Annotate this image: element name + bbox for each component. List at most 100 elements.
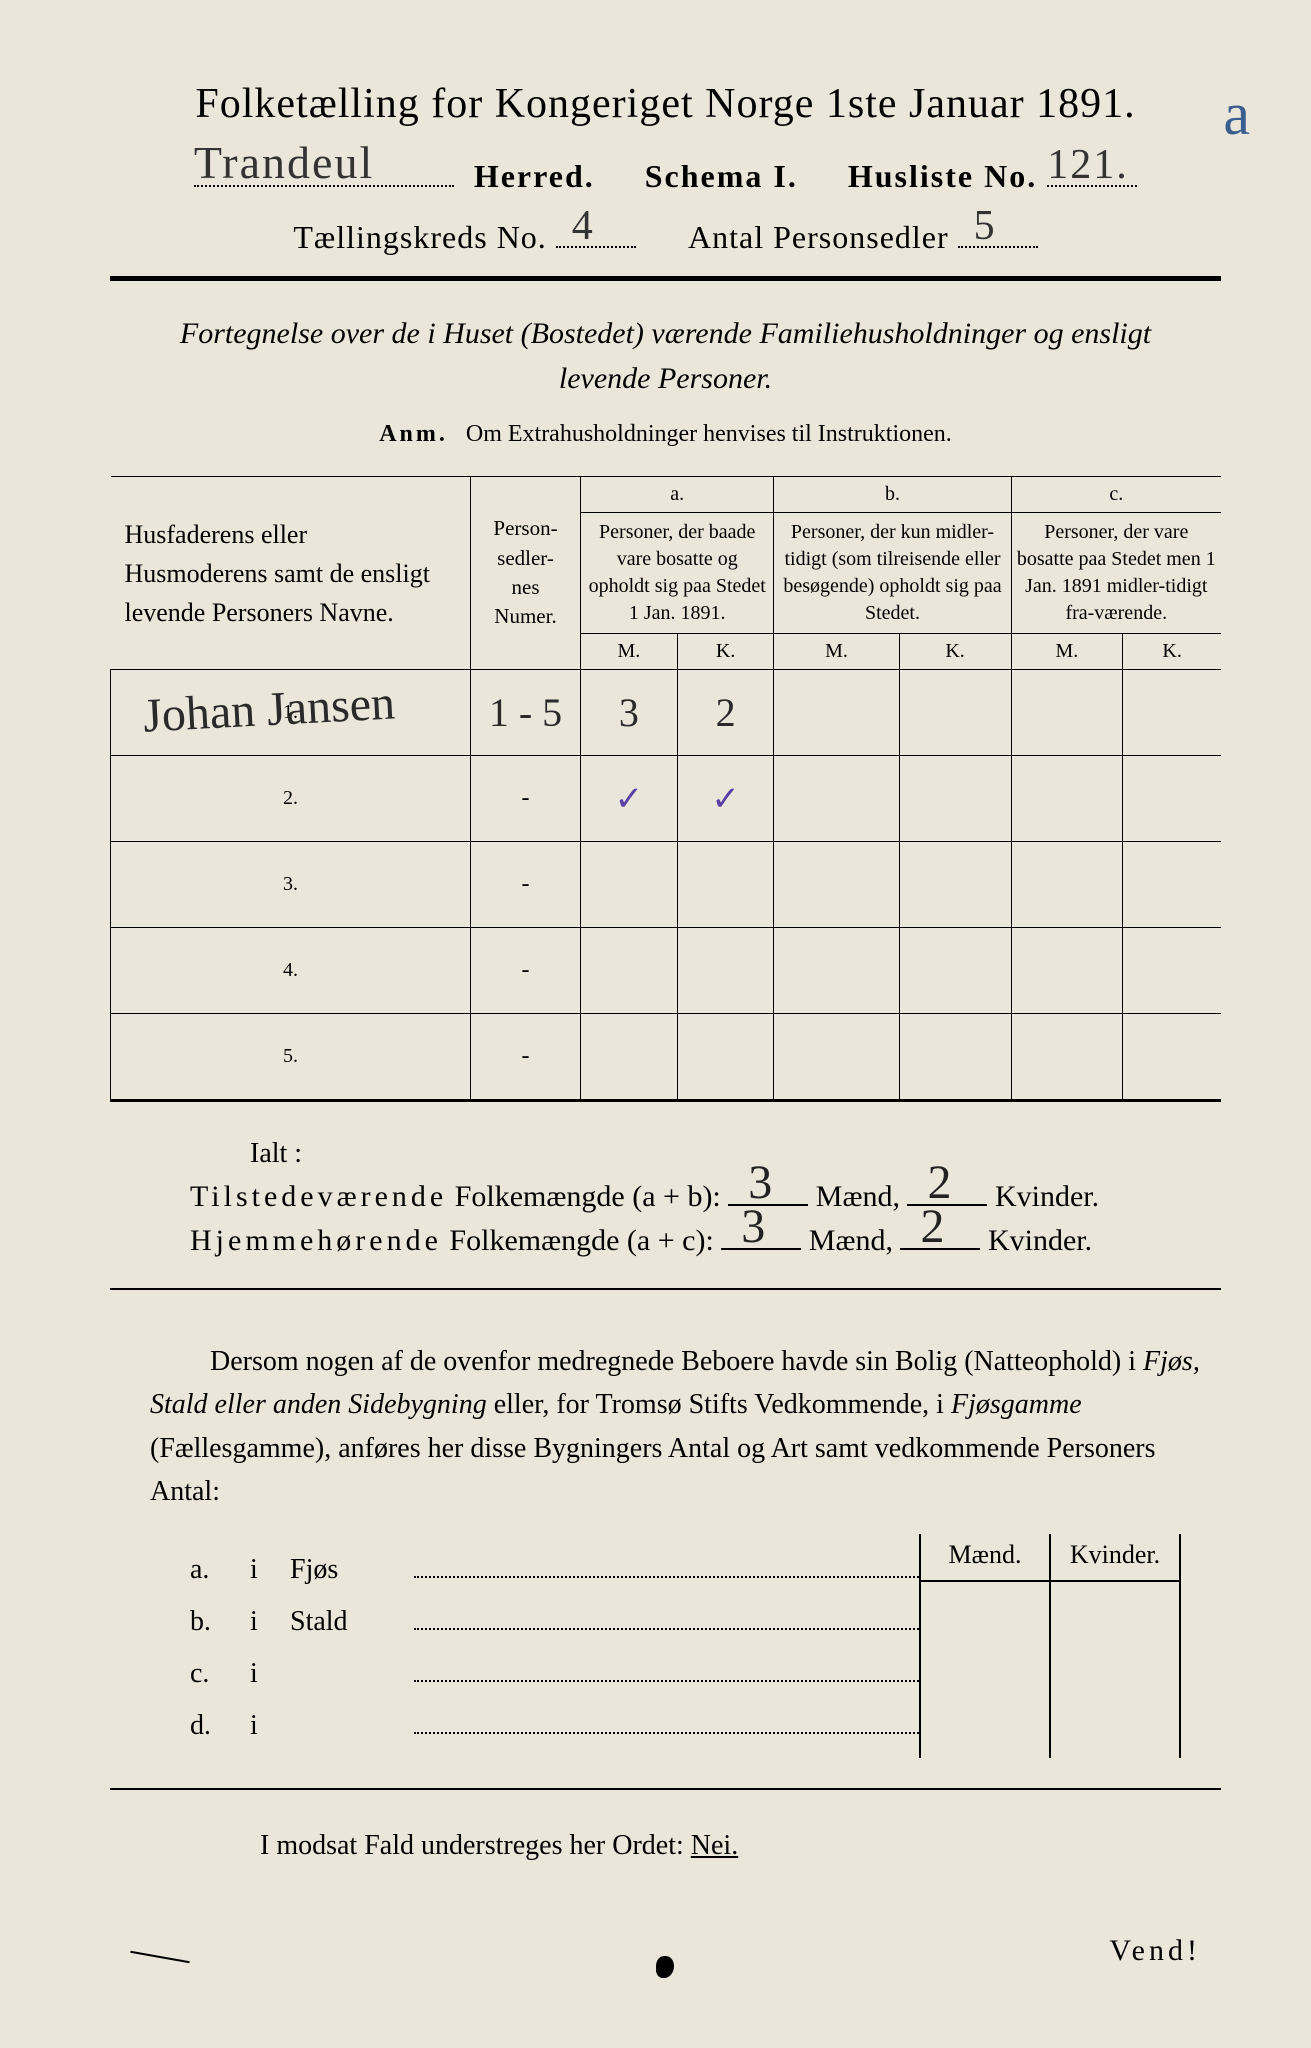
row-cell-a_k [677, 1014, 774, 1100]
row-numer-cell: - [471, 756, 581, 842]
v1-k-field: 2 [907, 1204, 987, 1206]
abcd-d-i: i [250, 1710, 290, 1742]
row-cell-b_k [899, 1014, 1011, 1100]
kvinder-2: Kvinder. [988, 1224, 1092, 1257]
row-numer-cell: 1 - 5 [471, 670, 581, 756]
row-cell-a_k [677, 842, 774, 928]
ink-blot [656, 1956, 674, 1978]
row-cell-b_m [774, 1014, 899, 1100]
page-title: Folketælling for Kongeriget Norge 1ste J… [110, 80, 1221, 128]
divider-bottom [110, 1788, 1221, 1790]
row-cell-b_m [774, 842, 899, 928]
row-name-cell: 1.Johan Jansen [111, 670, 471, 756]
row-cell-c_m [1011, 1014, 1123, 1100]
row-cell-c_k [1123, 670, 1221, 756]
row-cell-a_m [581, 928, 678, 1014]
nei-text: Nei. [691, 1830, 738, 1861]
table-bottom-rule [110, 1100, 1221, 1102]
antal-label: Antal Personsedler [688, 219, 949, 255]
abcd-c: c. i [190, 1654, 919, 1690]
row-name-handwritten: Johan Jansen [142, 675, 396, 743]
schema-label: Schema I. [645, 158, 798, 194]
row-numer-cell: - [471, 1014, 581, 1100]
kvinder-1: Kvinder. [995, 1180, 1099, 1213]
kreds-value: 4 [572, 202, 594, 250]
abcd-a-text: Fjøs [290, 1554, 410, 1586]
modsat-text: I modsat Fald understreges her Ordet: [260, 1830, 684, 1861]
row-cell-c_k [1123, 928, 1221, 1014]
modsat-line: I modsat Fald understreges her Ordet: Ne… [260, 1830, 1221, 1862]
row-cell-c_k [1123, 842, 1221, 928]
anm-note: Anm. Om Extrahusholdninger henvises til … [110, 421, 1221, 448]
abcd-b-label: b. [190, 1606, 250, 1638]
main-table: Husfaderens eller Husmoderens samt de en… [110, 476, 1221, 1100]
abcd-kvinder-head: Kvinder. [1051, 1534, 1179, 1582]
header-line-3: Tællingskreds No. 4 Antal Personsedler 5 [110, 219, 1221, 256]
col-a-desc: Personer, der baade vare bosatte og opho… [581, 513, 774, 634]
totals-line-2: Hjemmehørende Folkemængde (a + c): 3 Mæn… [190, 1224, 1181, 1258]
abcd-right: Mænd. Kvinder. [919, 1534, 1181, 1758]
title-text: Folketælling for Kongeriget Norge 1ste J… [195, 81, 1135, 127]
col-c-desc: Personer, der vare bosatte paa Stedet me… [1011, 513, 1221, 634]
hjemme-label: Hjemmehørende [190, 1224, 442, 1257]
table-row: 4.- [111, 928, 1222, 1014]
divider-thick [110, 276, 1221, 281]
tilstede-label: Tilstedeværende [190, 1180, 447, 1213]
abcd-left: a. i Fjøs b. i Stald c. i d. i [190, 1534, 919, 1758]
col-numer-header: Person- sedler- nes Numer. [471, 477, 581, 670]
header-line-2: Trandeul Herred. Schema I. Husliste No. … [110, 158, 1221, 195]
abcd-a: a. i Fjøs [190, 1550, 919, 1586]
row-cell-a_k: ✓ [677, 756, 774, 842]
divider-mid [110, 1288, 1221, 1290]
antal-field: 5 [958, 246, 1038, 248]
abcd-kvinder-col: Kvinder. [1051, 1534, 1181, 1758]
abcd-b-dots [414, 1602, 919, 1630]
abcd-b: b. i Stald [190, 1602, 919, 1638]
table-row: 2.-✓✓ [111, 756, 1222, 842]
row-cell-c_k [1123, 1014, 1221, 1100]
abcd-c-dots [414, 1654, 919, 1682]
row-name-cell: 4. [111, 928, 471, 1014]
v2-m-field: 3 [721, 1248, 801, 1250]
col-names-header: Husfaderens eller Husmoderens samt de en… [111, 477, 471, 670]
row-cell-b_k [899, 756, 1011, 842]
herred-value: Trandeul [194, 136, 374, 189]
row-cell-b_m [774, 756, 899, 842]
tilstede-folkem: Folkemængde (a + b): [455, 1180, 721, 1213]
col-c-label: c. [1011, 477, 1221, 513]
abcd-d: d. i [190, 1706, 919, 1742]
row-cell-a_k: 2 [677, 670, 774, 756]
row-name-cell: 5. [111, 1014, 471, 1100]
v2-m: 3 [741, 1199, 765, 1254]
abcd-a-i: i [250, 1554, 290, 1586]
table-row: 1.Johan Jansen1 - 532 [111, 670, 1222, 756]
abcd-b-text: Stald [290, 1606, 410, 1638]
table-row: 3.- [111, 842, 1222, 928]
kreds-field: 4 [556, 246, 636, 248]
table-header-row-1: Husfaderens eller Husmoderens samt de en… [111, 477, 1222, 513]
v1-m-field: 3 [728, 1204, 808, 1206]
col-b-label: b. [774, 477, 1011, 513]
abcd-a-dots [414, 1550, 919, 1578]
totals-block: Ialt : Tilstedeværende Folkemængde (a + … [190, 1138, 1181, 1258]
totals-line-1: Tilstedeværende Folkemængde (a + b): 3 M… [190, 1180, 1181, 1214]
anm-text: Om Extrahusholdninger henvises til Instr… [466, 421, 952, 447]
maend-1: Mænd, [816, 1180, 900, 1213]
col-c-m: M. [1011, 634, 1123, 670]
table-row: 5.- [111, 1014, 1222, 1100]
abcd-block: a. i Fjøs b. i Stald c. i d. i [190, 1534, 1181, 1758]
row-cell-a_m: ✓ [581, 756, 678, 842]
col-a-label: a. [581, 477, 774, 513]
row-cell-c_m [1011, 670, 1123, 756]
herred-label: Herred. [474, 158, 595, 194]
row-cell-a_m: 3 [581, 670, 678, 756]
abcd-c-i: i [250, 1658, 290, 1690]
col-c-k: K. [1123, 634, 1221, 670]
row-cell-c_m [1011, 928, 1123, 1014]
row-numer-cell: - [471, 842, 581, 928]
col-a-k: K. [677, 634, 774, 670]
husliste-value: 121. [1047, 141, 1129, 189]
kreds-label: Tællingskreds No. [293, 219, 546, 255]
row-name-cell: 3. [111, 842, 471, 928]
form-subtitle: Fortegnelse over de i Huset (Bostedet) v… [150, 311, 1181, 401]
